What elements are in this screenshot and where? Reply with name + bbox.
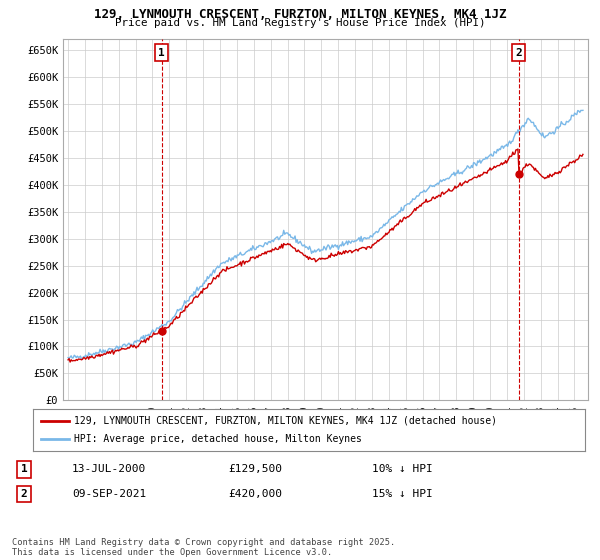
- Text: 1: 1: [20, 464, 28, 474]
- Text: Price paid vs. HM Land Registry's House Price Index (HPI): Price paid vs. HM Land Registry's House …: [115, 18, 485, 28]
- Text: 2: 2: [515, 48, 522, 58]
- Text: 2: 2: [20, 489, 28, 499]
- Text: £420,000: £420,000: [228, 489, 282, 499]
- Text: 1: 1: [158, 48, 165, 58]
- Text: 129, LYNMOUTH CRESCENT, FURZTON, MILTON KEYNES, MK4 1JZ (detached house): 129, LYNMOUTH CRESCENT, FURZTON, MILTON …: [74, 416, 497, 426]
- Text: £129,500: £129,500: [228, 464, 282, 474]
- Text: 15% ↓ HPI: 15% ↓ HPI: [372, 489, 433, 499]
- Text: 13-JUL-2000: 13-JUL-2000: [72, 464, 146, 474]
- Text: 129, LYNMOUTH CRESCENT, FURZTON, MILTON KEYNES, MK4 1JZ: 129, LYNMOUTH CRESCENT, FURZTON, MILTON …: [94, 8, 506, 21]
- Text: 09-SEP-2021: 09-SEP-2021: [72, 489, 146, 499]
- Text: HPI: Average price, detached house, Milton Keynes: HPI: Average price, detached house, Milt…: [74, 434, 362, 444]
- Text: 10% ↓ HPI: 10% ↓ HPI: [372, 464, 433, 474]
- Text: Contains HM Land Registry data © Crown copyright and database right 2025.
This d: Contains HM Land Registry data © Crown c…: [12, 538, 395, 557]
